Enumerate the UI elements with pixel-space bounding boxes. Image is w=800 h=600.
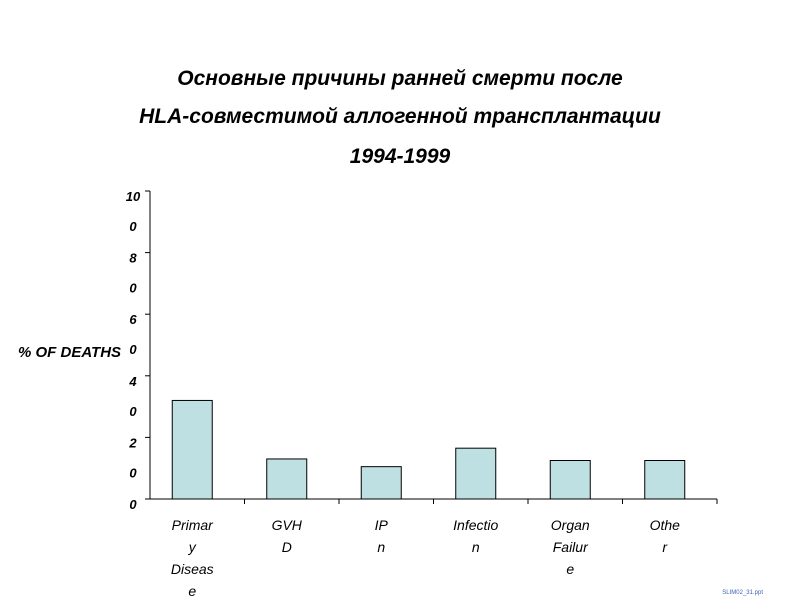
bar-3 [360,466,402,500]
category-label-1: Primar y Diseas e [171,517,214,599]
title-line-1: Основные причины ранней смерти после [177,67,623,90]
y-axis-label: % OF DEATHS [18,344,122,361]
bar-1 [171,399,213,500]
bar-4 [455,447,497,500]
y-tick-label-100: 10 0 [126,189,141,234]
y-tick-label-0: 0 [129,497,137,512]
category-label-5: Organ Failur e [551,517,590,577]
title-line-3: 1994-1999 [349,145,451,168]
category-label-3: IP n [375,517,389,555]
category-label-2: GVH D [272,517,303,555]
category-label-4: Infectio n [453,517,498,555]
bar-5 [549,460,591,500]
bar-2 [266,458,308,500]
file-name-footer: SLIM02_31.ppt [722,590,763,596]
title-line-2: HLA-совместимой аллогенной трансплантаци… [139,105,661,128]
category-label-6: Othe r [650,517,681,555]
bar-6 [644,460,686,500]
